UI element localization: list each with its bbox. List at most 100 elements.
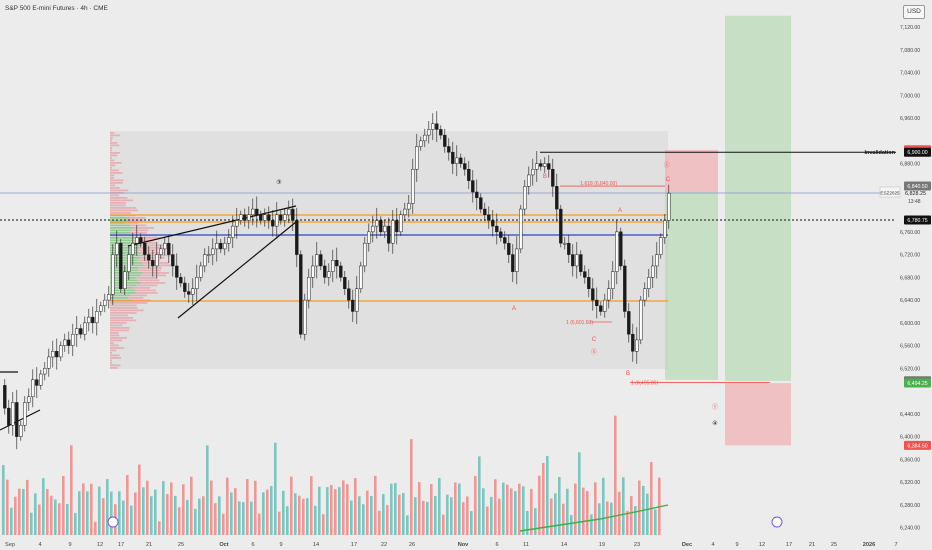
price-tag <box>904 215 931 225</box>
time-tick: 4 <box>38 542 41 548</box>
volume-bar <box>78 491 81 535</box>
current-price-text: 6,828.25 <box>905 191 926 197</box>
volume-bar <box>110 491 113 535</box>
volume-bar <box>458 483 461 535</box>
volume-profile-bar <box>140 282 166 284</box>
volume-bar <box>398 494 401 535</box>
candle-body <box>667 192 671 221</box>
volume-profile-bar <box>110 304 137 307</box>
volume-bar <box>522 486 525 535</box>
price-tick: 6,760.00 <box>900 230 920 236</box>
price-tick: 6,680.00 <box>900 275 920 281</box>
candle-body <box>127 254 131 272</box>
candle-body <box>519 208 523 250</box>
time-tick: 25 <box>178 542 184 548</box>
candle-body <box>551 169 555 187</box>
time-tick: 26 <box>409 542 415 548</box>
volume-bar <box>618 491 621 535</box>
candle-body <box>87 316 91 324</box>
volume-profile-bar <box>110 152 120 154</box>
volume-profile-bar <box>110 334 120 337</box>
candle-body <box>603 299 607 312</box>
candle-body <box>531 169 535 176</box>
price-tag <box>904 440 931 450</box>
volume-bar <box>322 514 325 535</box>
volume-profile-bar <box>128 219 143 222</box>
candle-body <box>547 163 551 170</box>
volume-profile-bar <box>110 232 131 234</box>
volume-bar <box>482 488 485 535</box>
candle-body <box>51 351 55 358</box>
volume-profile-bar <box>110 319 137 322</box>
volume-profile-bar <box>110 277 136 279</box>
candle-body <box>355 288 359 312</box>
candle-body <box>135 237 139 244</box>
volume-bar <box>126 475 129 535</box>
volume-bar <box>654 509 657 535</box>
volume-bar <box>282 490 285 535</box>
candle-body <box>659 237 663 255</box>
volume-profile-bar <box>110 324 123 327</box>
volume-profile-bar <box>110 237 138 239</box>
time-tick: 6 <box>251 542 254 548</box>
volume-profile-bar <box>110 229 131 232</box>
volume-bar <box>586 491 589 535</box>
candle-body <box>103 299 107 307</box>
volume-profile-bar <box>110 354 120 357</box>
candle-body <box>255 208 259 216</box>
volume-profile-bar <box>138 269 161 272</box>
volume-bar <box>614 415 617 535</box>
price-tag <box>904 181 931 191</box>
level-label: 1 (6,495.00) <box>631 381 658 387</box>
volume-bar <box>410 439 413 535</box>
volume-profile-bar <box>110 289 136 292</box>
volume-bar <box>50 495 53 535</box>
candle-body <box>655 254 659 267</box>
volume-profile-bar <box>139 247 165 249</box>
candle-body <box>447 146 451 153</box>
volume-bar <box>518 483 521 535</box>
time-axis-bg <box>0 536 896 550</box>
volume-profile-bar <box>139 257 165 259</box>
time-tick: 17 <box>351 542 357 548</box>
volume-bar <box>242 502 245 535</box>
volume-profile-bar <box>134 227 154 229</box>
volume-bar <box>2 465 5 535</box>
candle-body <box>147 254 151 261</box>
volume-profile-bar <box>110 297 129 299</box>
volume-bar <box>374 475 377 535</box>
volume-profile-bar <box>110 157 112 159</box>
volume-bar <box>406 515 409 535</box>
volume-bar <box>190 476 193 535</box>
candle-body <box>471 180 475 193</box>
volume-bar <box>122 500 125 535</box>
candle-body <box>347 288 351 301</box>
volume-bar <box>574 483 577 535</box>
currency-button[interactable]: USD <box>903 5 925 19</box>
volume-bar <box>202 496 205 535</box>
volume-profile-bar <box>135 242 156 244</box>
candle-body <box>79 328 83 335</box>
candle-body <box>207 254 211 256</box>
volume-profile-bar <box>110 309 144 312</box>
volume-profile-bar <box>110 222 126 224</box>
volume-profile-bar <box>110 254 144 257</box>
volume-bar <box>526 510 529 535</box>
volume-bar <box>226 477 229 535</box>
volume-profile-bar <box>110 327 130 329</box>
candle-body <box>643 288 647 301</box>
volume-bar <box>318 486 321 535</box>
candle-body <box>491 220 495 227</box>
volume-bar <box>490 496 493 535</box>
time-tick: 4 <box>711 542 714 548</box>
candle-body <box>607 288 611 301</box>
candle-body <box>515 248 519 272</box>
volume-bar <box>442 514 445 535</box>
candle-body <box>123 271 127 289</box>
candle-body <box>431 123 435 130</box>
volume-bar <box>354 478 357 535</box>
volume-bar <box>214 503 217 535</box>
candle-body <box>163 242 167 250</box>
